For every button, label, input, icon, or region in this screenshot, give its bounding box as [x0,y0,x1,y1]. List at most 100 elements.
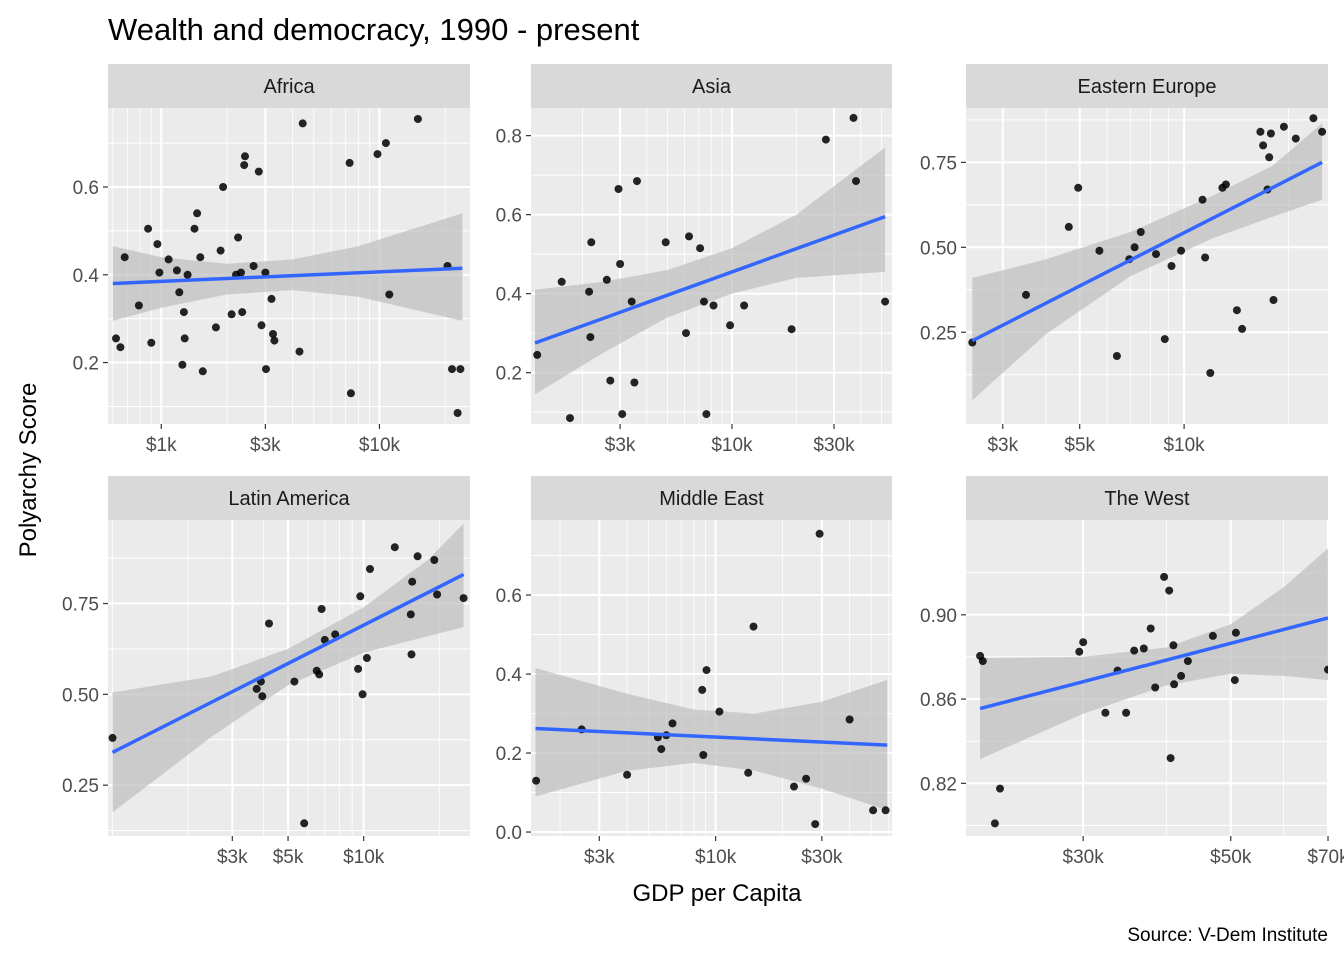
facet-eastern-europe: Eastern Europe 0.25 0.50 0.75 $3k $5k $10k [920,64,1328,456]
data-point [821,135,830,144]
data-point [252,684,261,693]
y-tick-label: 0.8 [496,127,522,148]
data-point [241,152,249,161]
y-tick-label: 0.86 [920,690,957,711]
data-point [270,336,279,345]
data-point [1279,122,1288,131]
y-tick-label: 0.6 [73,178,99,199]
data-point [238,308,247,317]
regression-line [535,726,888,747]
data-point [802,774,811,783]
plot-layer [112,115,465,417]
data-point [811,820,820,829]
data-point [408,577,417,586]
facet-panels: Africa 0.2 0.4 0.6 $1k $3k $10k Asia 0.2 0.4 0.6 0.… [62,64,1344,868]
chart-title: Wealth and democracy, 1990 - present [108,12,640,47]
x-tick-label: $30k [813,435,855,456]
data-point [345,158,354,167]
data-point [175,288,184,297]
data-point [164,255,173,264]
data-point [566,414,574,423]
facet-strip [531,476,892,520]
confidence-ribbon [535,147,886,395]
x-tick-label: $3k [605,435,636,456]
plot-layer [976,548,1328,828]
data-point [1064,222,1073,231]
data-point [448,365,456,374]
data-point [196,253,205,262]
data-point [990,819,999,828]
data-point [749,622,758,631]
data-point [1324,665,1328,674]
data-point [227,310,236,319]
y-tick-label: 0.6 [496,206,522,227]
data-point [881,806,890,815]
data-point [300,819,309,828]
data-point [153,240,162,249]
data-point [586,333,595,342]
data-point [178,360,187,369]
data-point [144,224,153,233]
data-point [413,115,422,123]
data-point [657,745,666,754]
data-point [134,301,143,310]
data-point [726,321,735,330]
data-point [331,630,340,639]
facet-strip [966,64,1328,108]
facet-strip [966,476,1328,520]
y-tick-label: 0.2 [496,364,522,385]
data-point [147,338,156,347]
data-point [740,301,749,310]
data-point [700,297,708,306]
facet-strip-label: The West [1104,488,1190,510]
data-point [1022,290,1030,299]
data-point [1101,708,1110,717]
y-tick-label: 0.4 [73,266,100,287]
data-point [744,768,753,777]
x-tick-label: $5k [273,847,304,868]
facet-strip-label: Middle East [659,488,764,510]
data-point [354,664,363,673]
confidence-ribbon [535,668,888,811]
data-point [211,323,220,332]
data-point [155,268,164,277]
data-point [373,150,382,159]
data-point [1079,638,1088,647]
data-point [120,253,129,262]
source-caption: Source: V-Dem Institute [1127,925,1328,946]
data-point [193,209,202,218]
confidence-ribbon [980,548,1328,760]
x-tick-label: $10k [359,435,401,456]
data-point [1198,195,1207,204]
data-point [406,610,415,619]
facet-strip [108,476,470,520]
data-point [356,592,365,601]
data-point [234,233,243,242]
data-point [685,232,693,241]
data-point [180,334,189,343]
y-tick-label: 0.4 [496,665,523,686]
data-point [557,277,566,286]
regression-line [971,160,1323,343]
data-point [453,409,462,417]
data-point [1130,243,1139,252]
data-point [1122,708,1131,717]
data-point [190,224,199,233]
data-point [602,275,611,284]
x-axis-label: GDP per Capita [633,880,803,907]
x-tick-label: $70k [1307,847,1344,868]
data-point [1177,671,1186,680]
data-point [1291,134,1300,143]
data-point [630,378,639,387]
data-point [815,529,824,538]
facet-asia: Asia 0.2 0.4 0.6 0.8 $3k $10k $30k [496,64,892,456]
data-point [240,161,249,170]
regression-line [979,616,1328,711]
data-point [237,268,245,277]
plot-layer [532,529,890,829]
y-tick-label: 0.82 [920,774,957,795]
data-point [1208,631,1217,640]
data-point [430,556,439,564]
facet-middle-east: Middle East 0.0 0.2 0.4 0.6 $3k $10k $30k [496,476,892,868]
y-tick-label: 0.4 [496,285,523,306]
